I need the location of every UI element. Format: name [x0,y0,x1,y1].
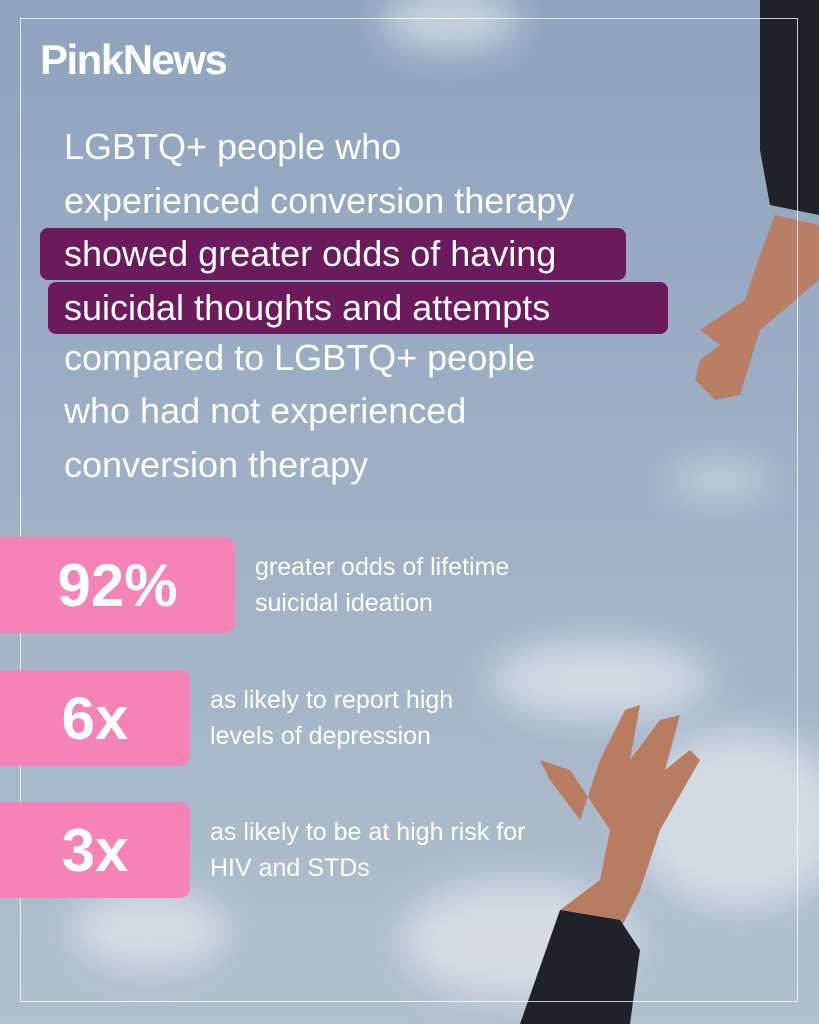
stat-value: 92% [0,537,235,633]
headline-line: showed greater odds of having [64,233,557,274]
highlight [48,282,668,334]
stat-description: as likely to be at high risk for HIV and… [210,818,526,882]
headline-line: who had not experienced [64,390,467,431]
stat-description: as likely to report high levels of depre… [210,686,454,750]
stat-value: 3x [0,802,190,898]
stat-value: 6x [0,670,190,766]
headline-line: conversion therapy [64,444,369,485]
headline-line: experienced conversion therapy [64,180,575,221]
logo: PinkNews [40,36,228,83]
headline-line: LGBTQ+ people who [64,126,402,167]
frame [20,18,798,1002]
headline-line: suicidal thoughts and attempts [64,287,551,328]
stat-description: greater odds of lifetime suicidal ideati… [255,553,510,617]
highlight [40,228,626,280]
headline-line: compared to LGBTQ+ people [64,337,536,378]
